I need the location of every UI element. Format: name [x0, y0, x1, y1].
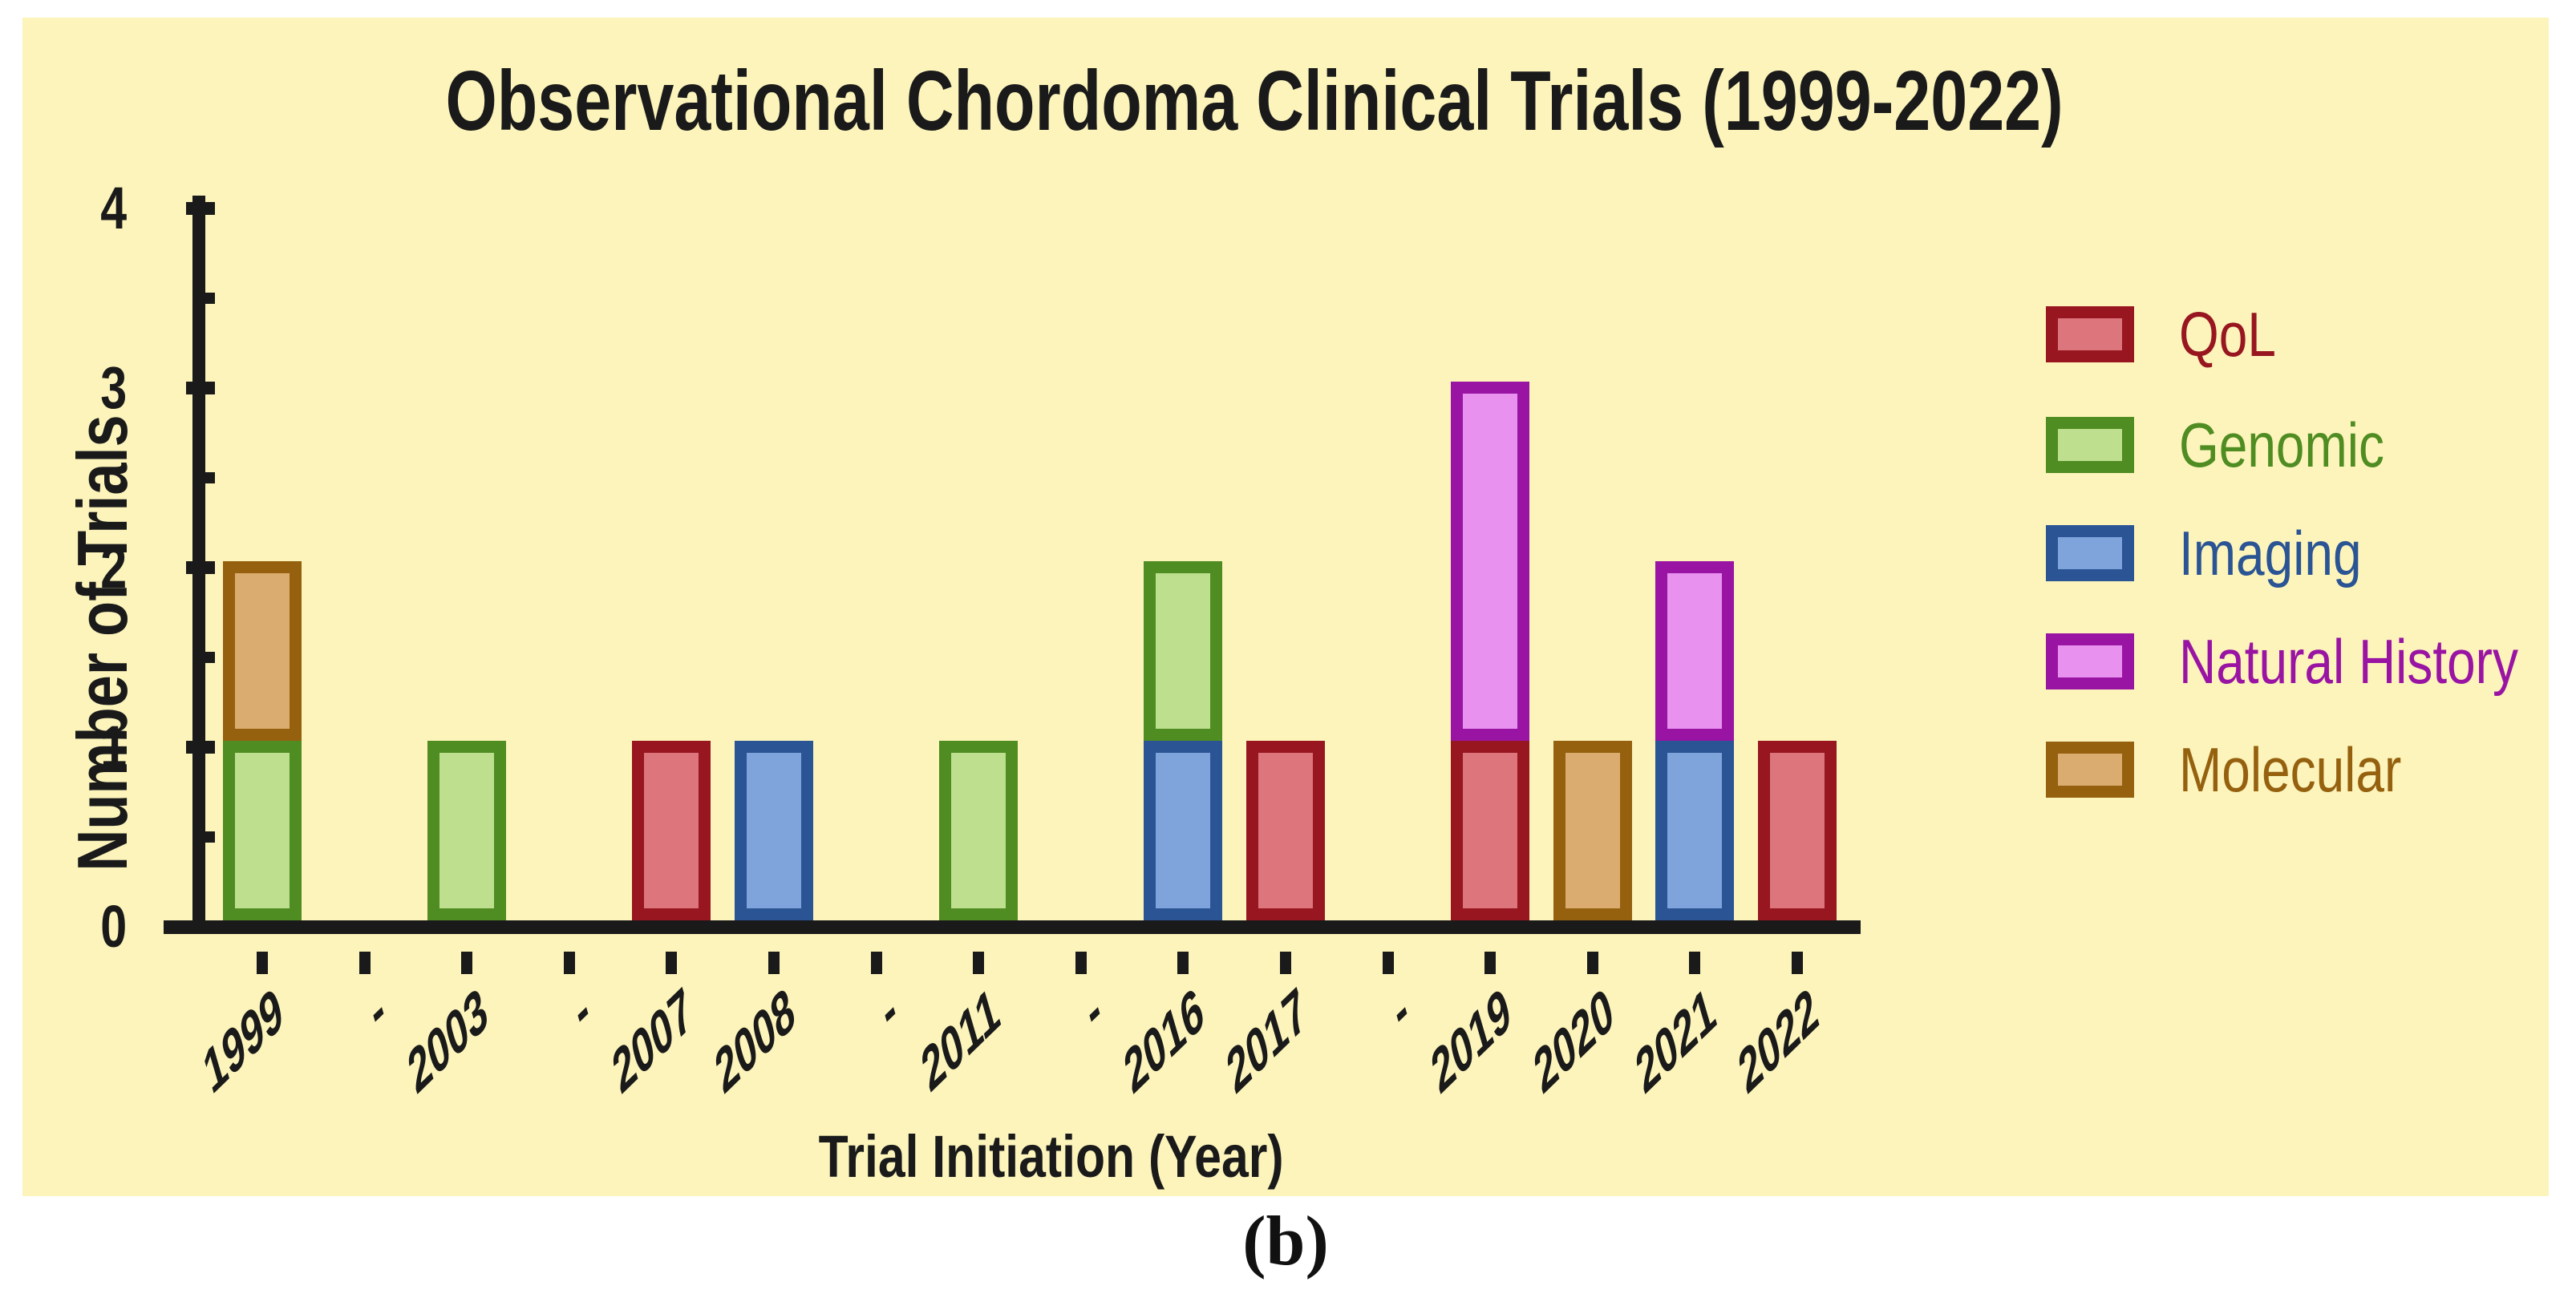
x-tick [358, 952, 371, 974]
bar-segment-qol [1758, 741, 1837, 920]
y-tick-label-text: 4 [100, 175, 127, 241]
x-tick-label: 2016 [1118, 974, 1210, 1108]
x-tick [1382, 952, 1394, 974]
y-major-tick [186, 920, 215, 933]
x-tick-label: 2007 [606, 974, 699, 1108]
bar-segment-qol [1451, 741, 1530, 920]
x-tick-label: 2022 [1732, 974, 1825, 1108]
x-tick [563, 952, 575, 974]
y-minor-tick [197, 831, 215, 843]
y-tick-label-text: 0 [100, 893, 127, 960]
chart-panel: Observational Chordoma Clinical Trials (… [22, 18, 2549, 1196]
x-tick-label: - [362, 974, 392, 1047]
x-tick [870, 952, 882, 974]
legend-label: Molecular [2179, 734, 2402, 805]
legend-swatch-genomic [2046, 417, 2134, 473]
chart-title: Observational Chordoma Clinical Trials (… [217, 53, 2063, 150]
bar-segment-natural-history [1451, 382, 1530, 741]
y-tick-label-text: 2 [100, 534, 127, 600]
y-minor-tick [197, 652, 215, 663]
x-tick-label: 2003 [402, 974, 494, 1108]
legend-label: Genomic [2179, 409, 2384, 480]
y-tick-label: 0 [0, 895, 127, 959]
x-tick-label: 2021 [1630, 974, 1722, 1108]
bar-segment-qol [1246, 741, 1325, 920]
x-tick-label: - [1079, 974, 1108, 1047]
legend-label: QoL [2179, 298, 2276, 370]
legend-label: Imaging [2179, 517, 2362, 588]
x-tick [257, 952, 268, 974]
bar-segment-molecular [1553, 741, 1632, 920]
x-tick-label: 2017 [1220, 974, 1313, 1108]
figure-caption: (b) [1242, 1203, 1329, 1280]
y-tick-label-text: 3 [100, 354, 127, 421]
y-tick-label: 1 [0, 715, 127, 779]
y-minor-tick [197, 293, 215, 304]
y-axis-title: Number of Trials [63, 414, 142, 871]
bar-segment-genomic [1144, 561, 1223, 741]
x-tick [973, 952, 985, 974]
chart-title-text: Observational Chordoma Clinical Trials (… [445, 54, 2064, 148]
bar-segment-imaging [735, 741, 813, 920]
bar-segment-imaging [1144, 741, 1223, 920]
bar-segment-qol [632, 741, 711, 920]
legend-label: Natural History [2179, 625, 2518, 697]
x-tick [1689, 952, 1701, 974]
x-tick [1177, 952, 1189, 974]
legend-item-genomic: Genomic [2046, 409, 2429, 481]
x-tick [461, 952, 473, 974]
x-tick [768, 952, 780, 974]
legend-swatch-qol [2046, 306, 2134, 362]
legend-swatch-imaging [2046, 525, 2134, 581]
y-minor-tick [197, 472, 215, 483]
bar-segment-genomic [427, 741, 507, 920]
x-axis-line [164, 920, 1861, 934]
bar-segment-genomic [223, 741, 302, 920]
x-tick-label: - [1385, 974, 1416, 1047]
legend-item-molecular: Molecular [2046, 734, 2450, 806]
x-axis-title-text: Trial Initiation (Year) [819, 1123, 1284, 1190]
x-tick-label: - [873, 974, 904, 1047]
x-axis-title: Trial Initiation (Year) [217, 1122, 1885, 1191]
x-tick [666, 952, 678, 974]
bar-segment-imaging [1655, 741, 1735, 920]
legend-item-qol: QoL [2046, 298, 2297, 370]
y-tick-label: 3 [0, 356, 127, 420]
y-major-tick [186, 741, 215, 754]
x-tick-label: - [567, 974, 597, 1047]
x-tick-label: 2008 [708, 974, 801, 1108]
x-tick-label: 2020 [1527, 974, 1620, 1108]
y-tick-label-text: 1 [100, 714, 127, 780]
x-tick-label: 2019 [1425, 974, 1517, 1108]
x-tick [1792, 952, 1803, 974]
x-tick [1075, 952, 1087, 974]
x-tick-label: 1999 [196, 974, 290, 1108]
x-tick [1484, 952, 1497, 974]
x-tick [1280, 952, 1291, 974]
y-tick-label: 2 [0, 536, 127, 600]
bar-segment-molecular [223, 561, 302, 741]
y-major-tick [186, 561, 215, 574]
bar-segment-natural-history [1655, 561, 1735, 741]
bar-segment-genomic [939, 741, 1019, 920]
legend-item-imaging: Imaging [2046, 517, 2402, 589]
x-tick-label: 2011 [915, 974, 1006, 1106]
legend-item-natural-history: Natural History [2046, 625, 2576, 698]
legend-swatch-molecular [2046, 742, 2134, 798]
y-major-tick [186, 202, 215, 215]
y-major-tick [186, 382, 215, 394]
y-tick-label: 4 [0, 176, 127, 241]
legend-swatch-natural-history [2046, 633, 2134, 689]
x-tick [1586, 952, 1598, 974]
